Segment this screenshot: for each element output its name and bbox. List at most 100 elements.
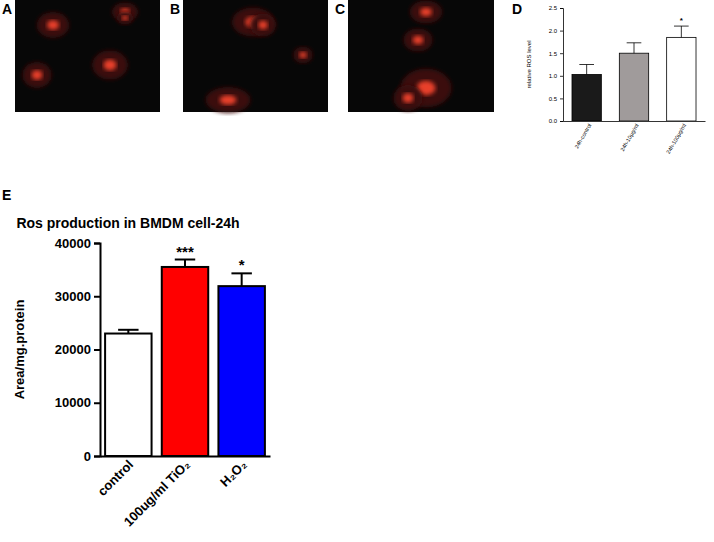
bar (162, 267, 208, 456)
tick-mark (560, 76, 563, 77)
cell-nucleus (403, 93, 414, 103)
cell-nucleus (122, 16, 128, 21)
tick-mark (94, 296, 100, 298)
x-axis: control100ug/ml TiO₂ H₂O₂ (94, 456, 270, 529)
category-label: control (94, 457, 136, 499)
panel-label: E (2, 187, 11, 203)
tick-label: 2.5 (549, 5, 558, 11)
axis-title: Area/mg.protein (12, 300, 27, 400)
micrograph (348, 0, 494, 112)
panel-label: C (335, 1, 345, 17)
bar (572, 74, 601, 121)
cell-glow (37, 12, 69, 38)
micrograph (183, 0, 328, 113)
tick: 1.0 (549, 73, 563, 79)
tick-mark (560, 31, 563, 32)
cell-glow (92, 51, 127, 80)
cell-nucleus (103, 60, 116, 71)
category-label: 24h-100μg/ml (665, 123, 687, 155)
micrograph-background (15, 0, 160, 112)
cell-glow (23, 62, 52, 88)
panel-label: B (170, 1, 180, 17)
bar (619, 53, 648, 121)
x-axis: 24h-control 24h-10μg/ml 24h-100μg/ml (564, 121, 706, 155)
chart-title: Ros production in BMDM cell-24h (16, 215, 239, 231)
tick-label: 40000 (55, 236, 91, 251)
error-bar (579, 65, 594, 75)
error-bar (627, 43, 642, 53)
tick: 0.0 (549, 118, 563, 124)
bar-chart: *0.00.51.01.52.02.524h-control24h-10μg/m… (526, 5, 706, 154)
tick: 40000 (55, 236, 100, 251)
significance-mark: *** (176, 243, 194, 260)
cell-nucleus (420, 8, 432, 16)
cell-glow (404, 29, 433, 51)
cell-glow (293, 47, 312, 63)
category-label: 24h-10μg/ml (619, 123, 640, 153)
axis-line (94, 244, 101, 457)
category-label: H₂O₂ (217, 457, 250, 490)
tick-mark (94, 456, 100, 458)
tick-mark (94, 402, 100, 404)
tick: 1.5 (549, 51, 563, 57)
error-cap (579, 64, 594, 65)
cell-glow (410, 1, 442, 23)
bar (105, 334, 151, 456)
bar (667, 37, 696, 121)
figure: A B C D E * 0.0 0.5 1.0 1.5 2.0 2.5 24h-control 24h-1… (0, 0, 714, 542)
tick: control (94, 456, 136, 499)
error-stem (184, 260, 186, 267)
tick-label: 2.0 (549, 28, 558, 34)
error-stem (241, 273, 243, 286)
tick-mark (94, 243, 100, 245)
error-bar (175, 260, 195, 267)
tick: 0.5 (549, 96, 563, 102)
tick: 24h-10μg/ml (619, 121, 640, 152)
panel-label: D (512, 1, 522, 17)
significance-mark: * (239, 256, 245, 273)
cell-glow (206, 87, 251, 113)
cell-glow (250, 14, 276, 36)
error-stem (681, 26, 682, 37)
tick-label: 1.0 (549, 73, 558, 79)
tick: 20000 (55, 342, 100, 357)
micrograph (15, 0, 160, 112)
tick: 24h-100μg/ml (665, 121, 687, 155)
tick-mark (560, 8, 563, 9)
plot-area (572, 26, 696, 121)
tick: 30000 (55, 289, 100, 304)
tick-label: 10000 (55, 395, 91, 410)
axis-title: relative ROS level (526, 40, 532, 88)
category-label: 100ug/ml TiO₂ (121, 457, 193, 529)
cell-nucleus (220, 95, 237, 105)
tick-label: 30000 (55, 289, 91, 304)
axis-line (560, 9, 564, 122)
bar-chart: ****010000200003000040000control100ug/ml… (12, 215, 271, 529)
error-bar (674, 26, 689, 37)
tick: H₂O₂ (217, 456, 250, 490)
tick-mark (560, 98, 563, 99)
y-axis: 0.0 0.5 1.0 1.5 2.0 2.5 (549, 5, 564, 124)
error-cap (118, 329, 138, 331)
tick-mark (560, 53, 563, 54)
tick: 2.5 (549, 5, 563, 11)
tick-label: 0.0 (549, 118, 558, 124)
tick: 0 (84, 449, 100, 464)
tick-label: 20000 (55, 342, 91, 357)
axis-line (101, 456, 271, 458)
tick: 2.0 (549, 28, 563, 34)
cell-nucleus (47, 20, 59, 30)
panel-label: A (2, 1, 12, 17)
bar (218, 286, 264, 456)
cell-nucleus (32, 70, 43, 80)
cell-nucleus (413, 36, 424, 44)
tick-label: 0.5 (549, 96, 558, 102)
error-bar (118, 330, 138, 334)
tick-label: 1.5 (549, 51, 558, 57)
category-label: 24h-control (573, 123, 592, 150)
micrograph-background (183, 0, 328, 112)
tick: 24h-control (573, 121, 592, 149)
error-bar (231, 273, 251, 286)
error-stem (586, 65, 587, 75)
cell-nucleus (258, 21, 268, 29)
